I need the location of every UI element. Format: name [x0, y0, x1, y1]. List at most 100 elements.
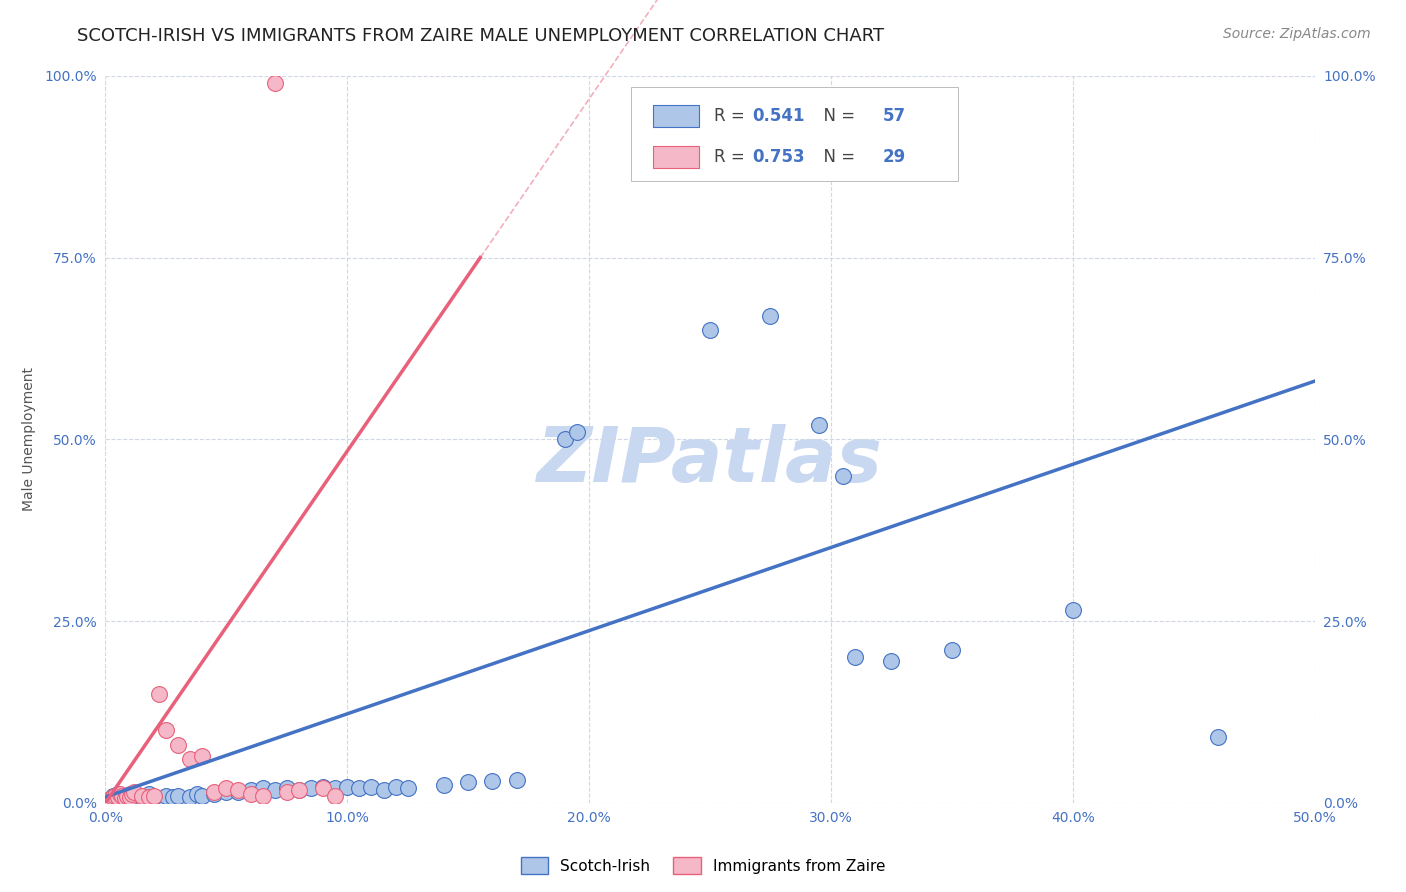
Text: 0.753: 0.753	[752, 148, 806, 166]
Text: 57: 57	[883, 107, 905, 125]
Point	[179, 752, 201, 766]
Point	[98, 792, 121, 806]
Point	[844, 650, 866, 665]
Point	[124, 785, 146, 799]
Point	[312, 781, 335, 796]
Point	[299, 781, 322, 796]
Point	[162, 789, 184, 804]
Point	[191, 748, 214, 763]
Text: N =: N =	[813, 148, 860, 166]
Point	[114, 789, 136, 803]
Point	[108, 787, 131, 801]
Point	[142, 789, 165, 803]
Point	[148, 687, 170, 701]
Point	[111, 789, 134, 803]
Point	[312, 780, 335, 794]
Point	[135, 789, 157, 804]
Point	[215, 781, 238, 796]
Text: 0.541: 0.541	[752, 107, 804, 125]
Point	[323, 789, 346, 803]
Point	[128, 789, 150, 804]
Point	[186, 787, 208, 801]
Point	[239, 787, 262, 801]
Point	[142, 789, 165, 804]
Text: 29: 29	[883, 148, 907, 166]
Point	[111, 789, 134, 804]
Point	[554, 432, 576, 446]
Point	[138, 787, 160, 801]
Point	[155, 789, 177, 803]
Point	[433, 778, 456, 792]
Point	[141, 791, 163, 805]
Point	[288, 782, 311, 797]
Point	[101, 789, 124, 803]
Text: Source: ZipAtlas.com: Source: ZipAtlas.com	[1223, 27, 1371, 41]
FancyBboxPatch shape	[654, 105, 699, 127]
Point	[134, 789, 156, 803]
Point	[373, 782, 395, 797]
Point	[276, 781, 298, 796]
Point	[565, 425, 588, 439]
Point	[202, 785, 225, 799]
Point	[121, 787, 143, 801]
Point	[118, 787, 141, 801]
Point	[124, 792, 146, 806]
Point	[228, 785, 250, 799]
Point	[252, 789, 274, 803]
Point	[98, 792, 121, 806]
Text: SCOTCH-IRISH VS IMMIGRANTS FROM ZAIRE MALE UNEMPLOYMENT CORRELATION CHART: SCOTCH-IRISH VS IMMIGRANTS FROM ZAIRE MA…	[77, 27, 884, 45]
Legend: Scotch-Irish, Immigrants from Zaire: Scotch-Irish, Immigrants from Zaire	[515, 851, 891, 880]
Point	[167, 738, 190, 752]
Point	[699, 323, 721, 337]
Point	[759, 309, 782, 323]
Point	[239, 782, 262, 797]
Point	[263, 76, 285, 90]
Point	[276, 785, 298, 799]
Point	[215, 785, 238, 799]
Point	[263, 782, 285, 797]
Point	[807, 417, 830, 432]
Point	[384, 780, 406, 794]
Point	[505, 772, 527, 787]
Y-axis label: Male Unemployment: Male Unemployment	[22, 368, 37, 511]
Point	[115, 791, 138, 805]
Point	[138, 789, 160, 804]
Point	[101, 789, 124, 804]
Point	[202, 787, 225, 801]
Point	[114, 791, 136, 805]
Point	[167, 789, 190, 803]
Point	[481, 774, 503, 789]
Point	[131, 791, 153, 805]
Point	[108, 792, 131, 806]
Point	[104, 789, 127, 804]
Text: N =: N =	[813, 107, 860, 125]
Point	[1206, 731, 1229, 745]
FancyBboxPatch shape	[631, 87, 957, 181]
Point	[125, 789, 148, 803]
Point	[121, 789, 143, 804]
Point	[191, 789, 214, 803]
Point	[104, 789, 127, 803]
Text: R =: R =	[714, 148, 749, 166]
Point	[457, 775, 479, 789]
Point	[396, 781, 419, 796]
Text: ZIPatlas: ZIPatlas	[537, 424, 883, 498]
FancyBboxPatch shape	[654, 146, 699, 169]
Point	[252, 781, 274, 796]
Point	[288, 782, 311, 797]
Point	[155, 723, 177, 737]
Point	[179, 789, 201, 804]
Point	[360, 780, 382, 794]
Point	[118, 789, 141, 804]
Point	[941, 643, 963, 657]
Point	[1062, 603, 1084, 617]
Point	[349, 781, 371, 796]
Point	[107, 789, 129, 804]
Point	[880, 654, 903, 668]
Point	[115, 789, 138, 803]
Point	[228, 782, 250, 797]
Point	[323, 781, 346, 796]
Point	[131, 789, 153, 803]
Text: R =: R =	[714, 107, 749, 125]
Point	[107, 787, 129, 801]
